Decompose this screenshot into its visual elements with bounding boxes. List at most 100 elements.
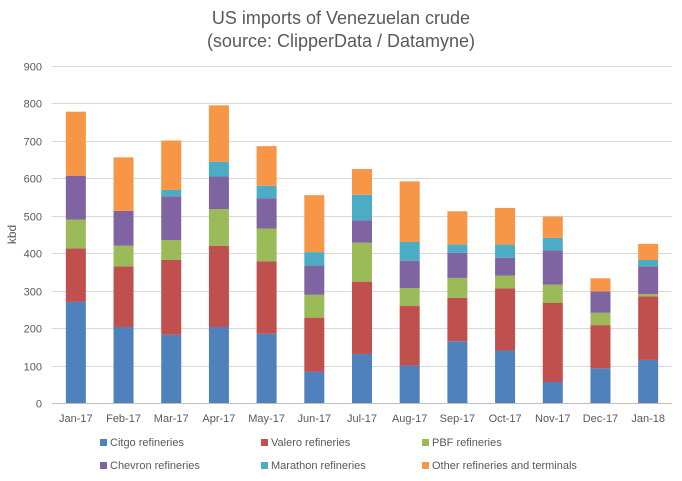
chart-title: US imports of Venezuelan crude — [211, 8, 471, 28]
x-tick-label: May-17 — [248, 413, 285, 425]
bar-segment — [256, 333, 277, 403]
bar-segment — [542, 284, 563, 303]
bar-segment — [65, 248, 86, 302]
bar-segment — [590, 278, 611, 292]
y-tick-label: 0 — [36, 399, 42, 411]
bar-segment — [447, 211, 468, 245]
bar-segment — [399, 181, 420, 242]
bar-segment — [65, 175, 86, 220]
bar-segment — [447, 277, 468, 298]
bar-segment — [542, 216, 563, 238]
x-tick-label: Nov-17 — [535, 413, 570, 425]
bar-segment — [113, 210, 134, 246]
x-tick-label: Sep-17 — [440, 413, 475, 425]
bar-segment — [113, 245, 134, 267]
bar-segment — [161, 334, 182, 403]
bar-segment — [638, 259, 659, 267]
bar-segment — [447, 244, 468, 253]
legend-swatch — [261, 462, 268, 469]
bar-segment — [208, 326, 229, 403]
bar-segment — [208, 176, 229, 210]
legend-swatch — [261, 439, 268, 446]
y-tick-label: 300 — [24, 287, 42, 299]
bar-segment — [208, 245, 229, 327]
x-tick-label: Jul-17 — [347, 413, 377, 425]
bar-segment — [352, 242, 372, 282]
bar-segment — [590, 325, 611, 369]
y-tick-label: 800 — [24, 99, 42, 111]
bar-segment — [399, 365, 420, 403]
legend-label: Other refineries and terminals — [432, 460, 577, 472]
bar-segment — [495, 207, 516, 245]
bar-segment — [495, 257, 516, 276]
bar-segment — [638, 266, 659, 295]
legend-label: PBF refineries — [432, 437, 502, 449]
bar-segment — [256, 198, 277, 229]
bar-segment — [65, 301, 86, 403]
legend-swatch — [422, 462, 429, 469]
bar-segment — [161, 259, 182, 335]
bar-segment — [399, 260, 420, 289]
y-axis-label: kbd — [5, 225, 19, 244]
bar-segment — [161, 196, 182, 241]
bar-segment — [638, 243, 659, 260]
legend-label: Chevron refineries — [110, 460, 200, 472]
x-tick-label: Mar-17 — [154, 413, 189, 425]
bar-segment — [399, 288, 420, 307]
bar-segment — [399, 306, 420, 366]
bar-segment — [638, 296, 659, 360]
x-tick-label: Jun-17 — [297, 413, 331, 425]
bar-segment — [304, 252, 325, 266]
chart-subtitle: (source: ClipperData / Datamyne) — [206, 31, 476, 51]
bar-segment — [256, 146, 277, 186]
bar-segment — [352, 220, 372, 243]
bar-segment — [542, 382, 563, 403]
bar-segment — [256, 228, 277, 262]
bar-segment — [590, 312, 611, 326]
legend-swatch — [100, 439, 107, 446]
bar-segment — [542, 237, 563, 251]
bar-segment — [495, 350, 516, 403]
bar-segment — [542, 250, 563, 285]
bar-segment — [542, 302, 563, 383]
legend-swatch — [422, 439, 429, 446]
bar-segment — [590, 368, 611, 403]
bar-segment — [256, 185, 277, 199]
legend-label: Valero refineries — [271, 437, 351, 449]
bar-segment — [256, 261, 277, 334]
bar-segment — [304, 371, 325, 403]
bar-segment — [208, 105, 229, 162]
x-tick-label: Jan-18 — [631, 413, 665, 425]
bar-segment — [304, 317, 325, 372]
bar-segment — [495, 275, 516, 289]
bar-segment — [590, 291, 611, 313]
bar-segment — [495, 244, 516, 258]
bar-segment — [65, 219, 86, 249]
bar-segment — [208, 209, 229, 246]
bar-segment — [352, 353, 372, 403]
bar-segment — [447, 252, 468, 278]
bar-segment — [113, 266, 134, 327]
x-tick-label: Dec-17 — [583, 413, 618, 425]
y-tick-label: 100 — [24, 362, 42, 374]
bar-segment — [399, 241, 420, 261]
x-tick-label: Aug-17 — [392, 413, 427, 425]
bar-segment — [352, 281, 372, 354]
bar-segment — [65, 111, 86, 176]
y-tick-label: 900 — [24, 62, 42, 74]
bar-segment — [161, 140, 182, 190]
bar-segment — [304, 294, 325, 318]
bar-segment — [304, 195, 325, 253]
bar-segment — [352, 168, 372, 195]
y-tick-label: 500 — [24, 212, 42, 224]
bar-segment — [161, 240, 182, 260]
y-tick-label: 200 — [24, 324, 42, 336]
bar-segment — [495, 288, 516, 351]
bar-segment — [638, 359, 659, 403]
y-tick-label: 400 — [24, 249, 42, 261]
legend-label: Citgo refineries — [110, 437, 184, 449]
bar-segment — [304, 265, 325, 295]
bar-segment — [161, 189, 182, 197]
